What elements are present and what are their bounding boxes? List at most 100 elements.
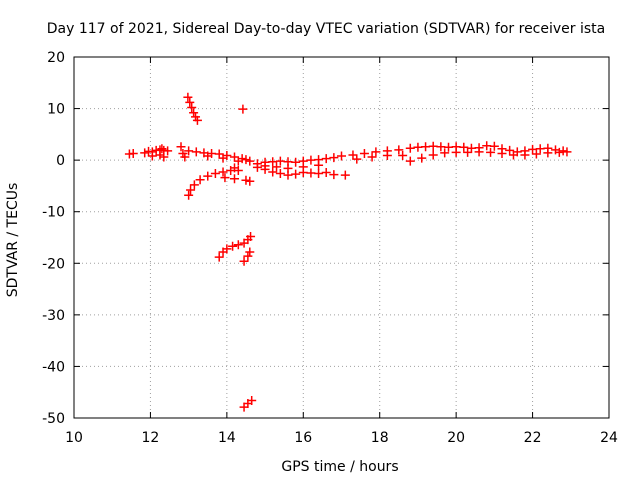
x-axis-ticks: 10 12 14 16 18 20 22 24 <box>65 57 618 446</box>
data-point-marker <box>214 252 224 262</box>
data-point-marker <box>428 150 438 160</box>
y-tick-label: -20 <box>42 256 65 272</box>
data-point-marker <box>128 148 138 158</box>
data-point-marker <box>531 149 541 159</box>
grid-lines <box>74 57 609 418</box>
data-point-marker <box>184 190 194 200</box>
data-point-marker <box>505 145 515 155</box>
data-point-marker <box>398 151 408 161</box>
data-point-marker <box>329 170 339 180</box>
data-point-marker <box>337 151 346 161</box>
data-point-marker <box>189 180 199 190</box>
data-point-marker <box>520 150 530 160</box>
data-point-marker <box>157 144 167 154</box>
data-points <box>124 92 572 412</box>
data-point-marker <box>543 148 553 158</box>
y-tick-label: 10 <box>47 102 65 118</box>
data-point-marker <box>246 231 256 241</box>
data-point-marker <box>314 160 324 170</box>
x-tick-label: 12 <box>142 430 160 446</box>
data-point-marker <box>306 155 316 165</box>
data-point-marker <box>508 150 518 160</box>
y-tick-label: 0 <box>56 153 65 169</box>
y-axis-ticks: 20 10 0 -10 -20 -30 -40 -50 <box>42 50 609 427</box>
x-tick-label: 10 <box>65 430 83 446</box>
data-point-marker <box>247 395 257 405</box>
data-point-marker <box>306 168 316 178</box>
data-point-marker <box>329 153 339 163</box>
data-point-marker <box>176 142 186 152</box>
data-point-marker <box>444 142 453 152</box>
data-point-marker <box>245 156 255 166</box>
data-point-marker <box>405 143 415 153</box>
data-point-marker <box>218 167 228 177</box>
data-point-marker <box>535 144 545 154</box>
data-point-marker <box>163 146 173 156</box>
x-tick-label: 18 <box>371 430 389 446</box>
data-point-marker <box>459 142 469 152</box>
data-point-marker <box>486 147 496 157</box>
data-point-marker <box>230 174 239 184</box>
data-point-marker <box>367 152 377 162</box>
data-point-marker <box>489 141 499 151</box>
data-point-marker <box>272 162 282 172</box>
x-tick-label: 20 <box>447 430 465 446</box>
data-point-marker <box>245 176 255 186</box>
data-point-marker <box>180 152 190 162</box>
data-point-marker <box>451 147 461 157</box>
y-tick-label: 20 <box>47 50 65 66</box>
data-point-marker <box>359 148 369 158</box>
y-tick-label: -40 <box>42 359 65 375</box>
data-point-marker <box>185 97 195 107</box>
data-point-marker <box>195 175 205 185</box>
data-point-marker <box>291 169 301 179</box>
data-point-marker <box>159 152 169 162</box>
data-point-marker <box>228 241 238 251</box>
data-point-marker <box>340 170 350 180</box>
x-tick-label: 22 <box>524 430 542 446</box>
data-point-marker <box>260 161 270 171</box>
plot-border <box>73 56 610 419</box>
data-point-marker <box>192 115 202 125</box>
y-axis-title: SDTVAR / TECUs <box>5 183 21 298</box>
data-point-marker <box>186 185 196 195</box>
data-point-marker <box>371 147 381 157</box>
data-point-marker <box>394 145 404 155</box>
data-point-marker <box>275 156 285 166</box>
data-point-marker <box>352 154 362 164</box>
data-point-marker <box>203 171 213 181</box>
plot-frame <box>73 56 610 419</box>
data-point-marker <box>252 159 262 169</box>
data-point-marker <box>241 175 251 185</box>
data-point-marker <box>184 146 194 156</box>
data-point-marker <box>298 162 308 172</box>
data-point-marker <box>187 103 197 113</box>
y-tick-label: -10 <box>42 205 65 221</box>
data-point-marker <box>222 244 232 254</box>
data-point-marker <box>243 251 253 261</box>
data-point-marker <box>428 141 438 151</box>
data-point-marker <box>283 163 293 173</box>
data-point-marker <box>413 142 423 152</box>
data-point-marker <box>155 150 165 160</box>
data-point-marker <box>220 173 230 183</box>
data-point-marker <box>218 153 228 163</box>
data-point-marker <box>321 168 331 178</box>
data-point-marker <box>314 169 324 179</box>
data-point-marker <box>421 142 431 152</box>
data-point-marker <box>230 152 239 162</box>
x-axis-title: GPS time / hours <box>281 459 398 475</box>
data-point-marker <box>497 148 507 158</box>
data-point-marker <box>239 256 249 266</box>
data-point-marker <box>482 141 492 151</box>
data-point-marker <box>140 148 150 158</box>
data-point-marker <box>233 240 243 250</box>
data-point-marker <box>203 151 213 161</box>
data-point-marker <box>183 92 193 102</box>
data-point-marker <box>558 146 568 156</box>
data-point-marker <box>405 156 415 166</box>
data-point-marker <box>233 156 243 166</box>
data-point-marker <box>230 163 239 173</box>
y-tick-label: -30 <box>42 308 65 324</box>
